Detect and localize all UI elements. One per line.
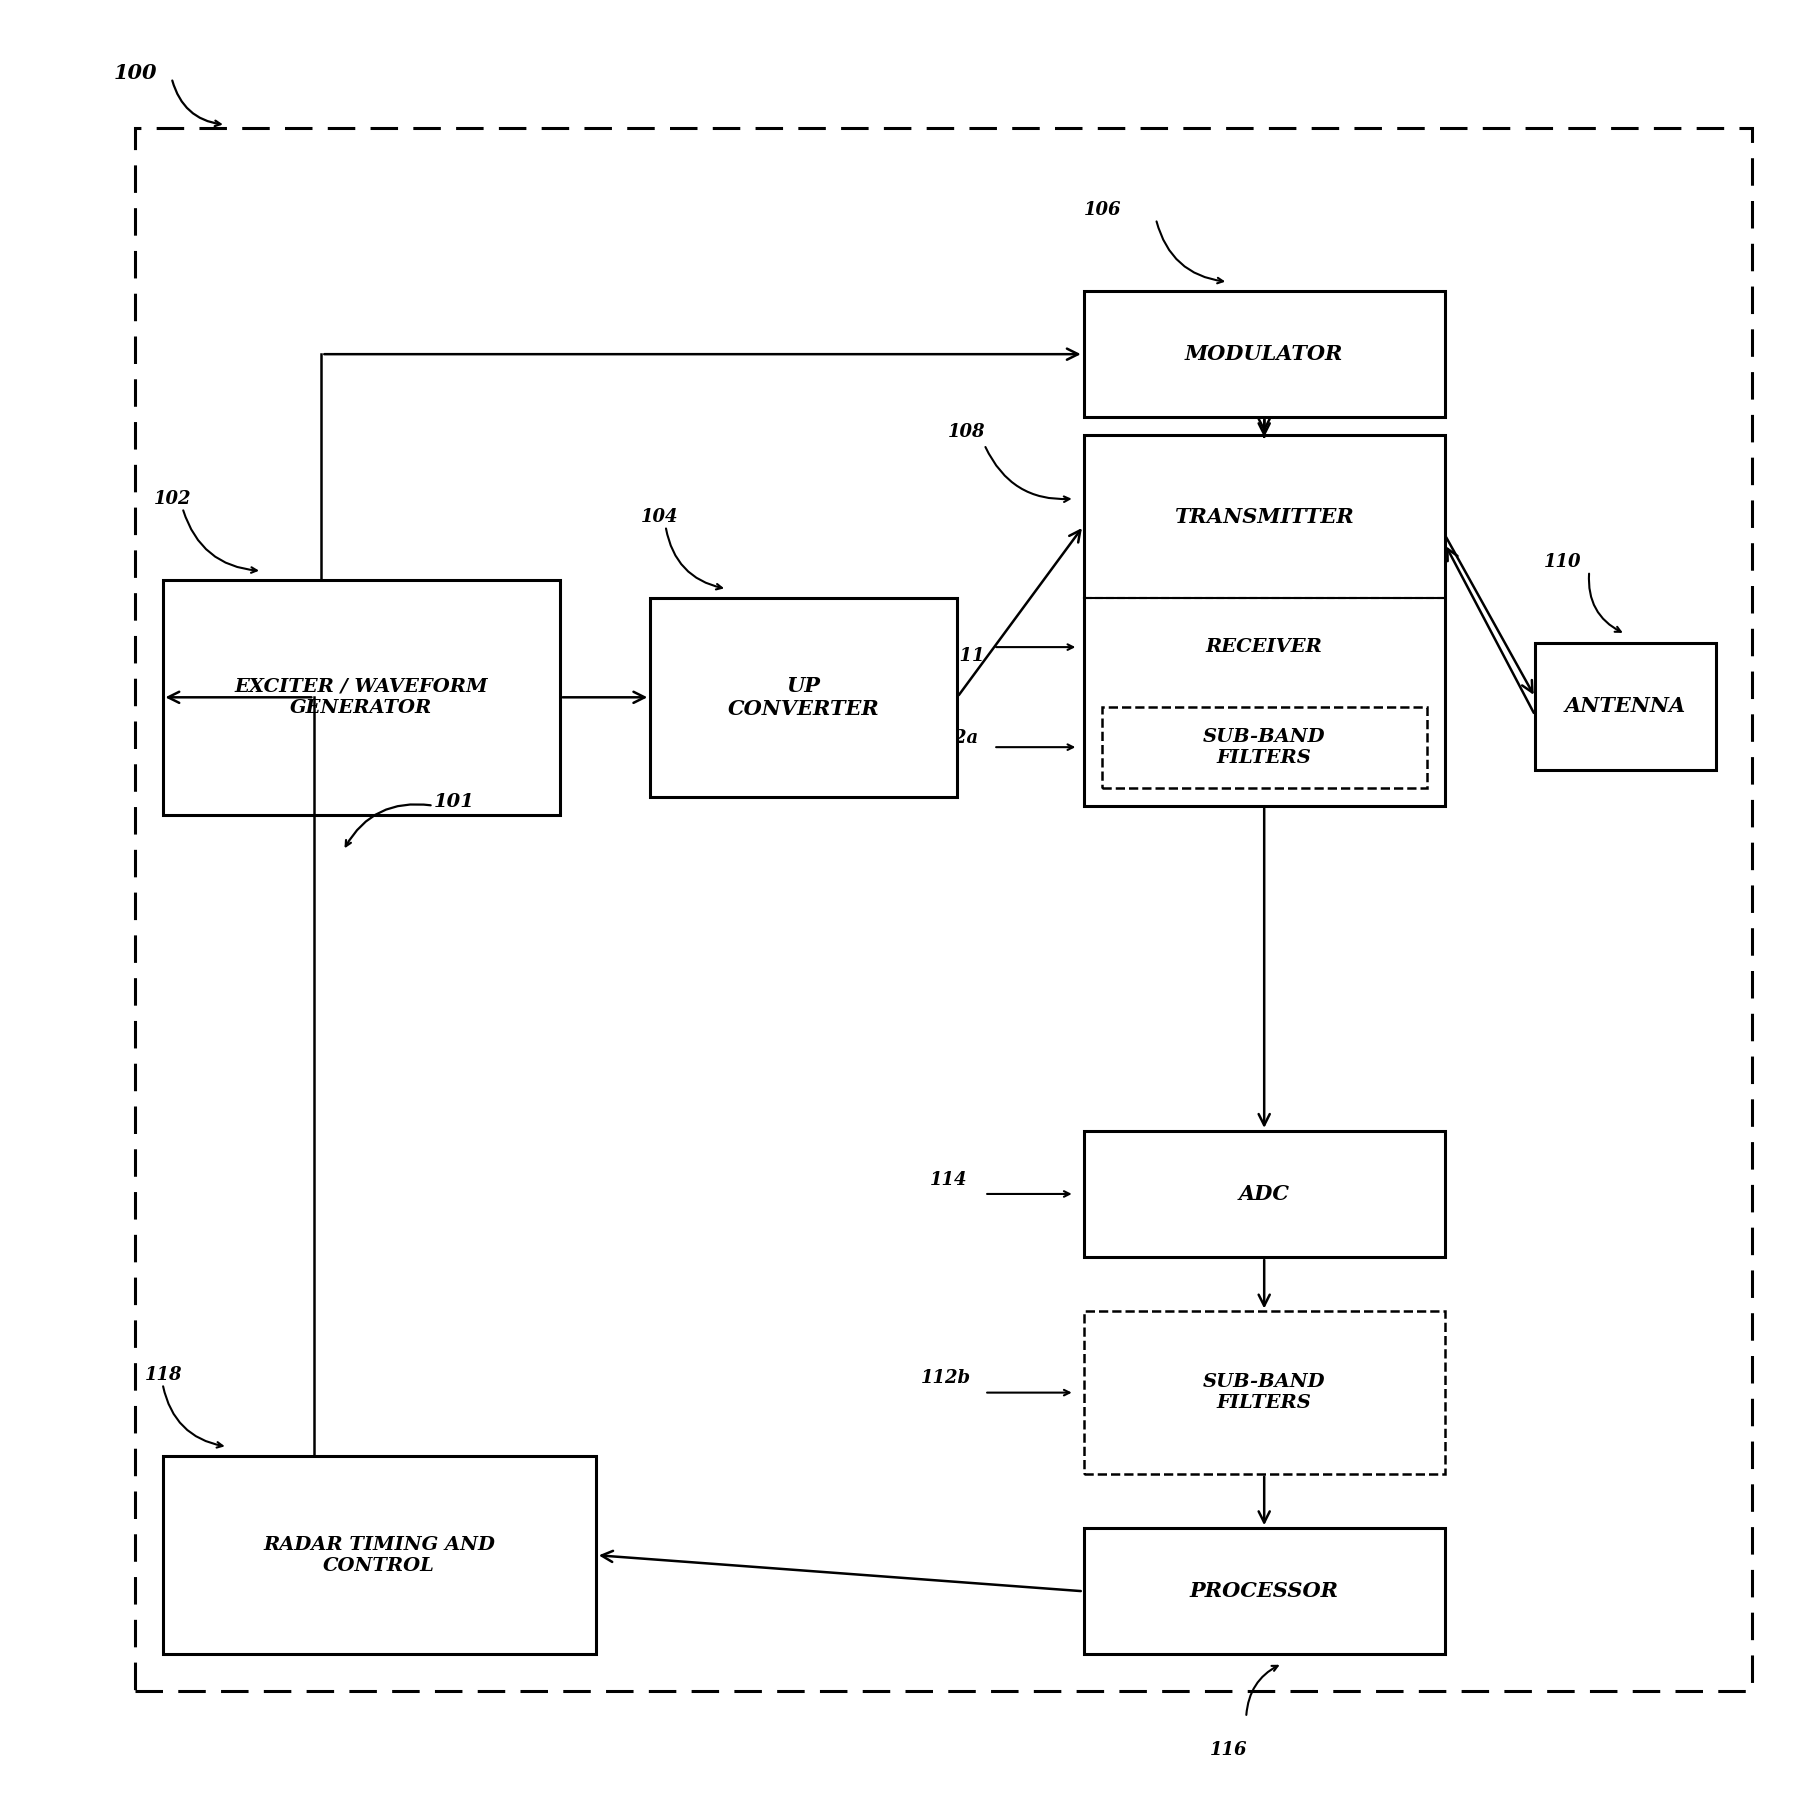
Text: TRANSMITTER: TRANSMITTER <box>1173 507 1354 527</box>
Bar <box>1083 1131 1444 1258</box>
Text: 112a: 112a <box>930 729 978 748</box>
Bar <box>1534 643 1715 769</box>
Text: 104: 104 <box>641 509 679 525</box>
Text: 112b: 112b <box>921 1368 971 1386</box>
Bar <box>1083 291 1444 418</box>
Text: RADAR TIMING AND
CONTROL: RADAR TIMING AND CONTROL <box>264 1535 495 1575</box>
Text: SUB-BAND
FILTERS: SUB-BAND FILTERS <box>1202 728 1325 767</box>
Text: 114: 114 <box>930 1171 967 1189</box>
Bar <box>162 579 560 814</box>
Text: 101: 101 <box>433 793 475 811</box>
Bar <box>1083 436 1444 805</box>
Bar <box>135 129 1751 1691</box>
Text: PROCESSOR: PROCESSOR <box>1189 1582 1338 1602</box>
Text: MODULATOR: MODULATOR <box>1184 344 1343 364</box>
Bar <box>162 1455 596 1654</box>
Text: 106: 106 <box>1083 201 1121 219</box>
Text: 116: 116 <box>1209 1741 1247 1759</box>
Text: 118: 118 <box>144 1365 182 1383</box>
Text: ADC: ADC <box>1238 1184 1289 1204</box>
Bar <box>1083 1528 1444 1654</box>
Text: ANTENNA: ANTENNA <box>1563 697 1686 717</box>
Text: RECEIVER: RECEIVER <box>1206 639 1321 655</box>
Text: UP
CONVERTER: UP CONVERTER <box>727 675 879 719</box>
Text: 100: 100 <box>114 63 157 83</box>
Text: 108: 108 <box>948 424 986 442</box>
Text: 110: 110 <box>1543 552 1581 570</box>
Text: 102: 102 <box>153 491 191 507</box>
Text: 111: 111 <box>948 648 986 664</box>
Bar <box>1083 1312 1444 1473</box>
Bar <box>650 597 957 796</box>
Text: EXCITER / WAVEFORM
GENERATOR: EXCITER / WAVEFORM GENERATOR <box>235 679 487 717</box>
Text: SUB-BAND
FILTERS: SUB-BAND FILTERS <box>1202 1374 1325 1412</box>
Bar <box>1101 706 1426 787</box>
